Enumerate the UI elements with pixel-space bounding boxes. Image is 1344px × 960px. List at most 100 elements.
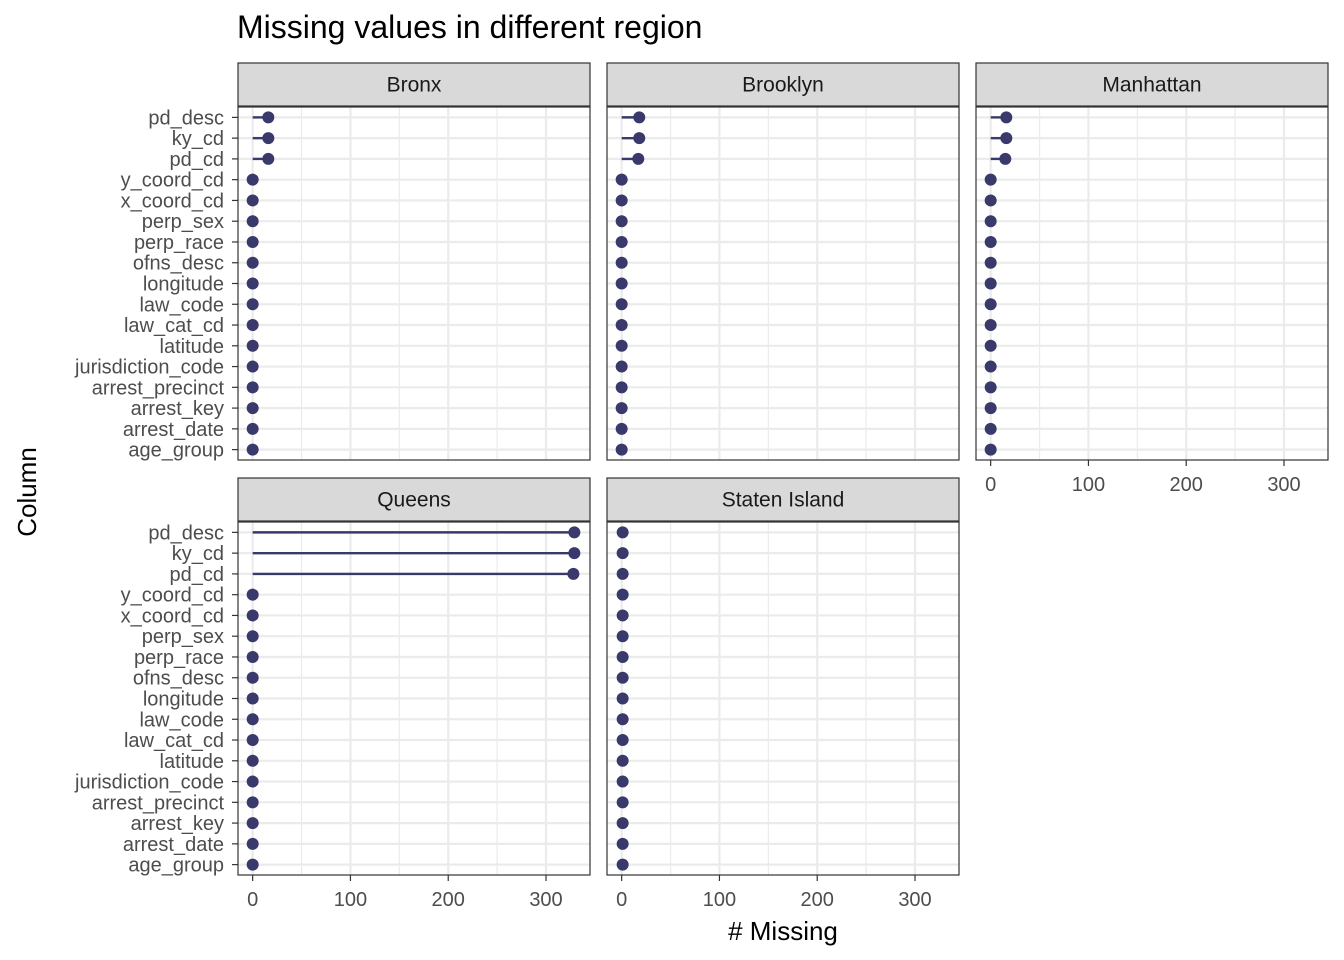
point-bronx-law-code [246, 298, 259, 311]
point-bronx-y-coord-cd [246, 173, 259, 186]
point-manhattan-ofns-desc [984, 256, 997, 269]
point-staten-island-perp-race [616, 650, 629, 663]
point-manhattan-perp-race [984, 235, 997, 248]
point-brooklyn-law-cat-cd [615, 319, 628, 332]
point-staten-island-x-coord-cd [616, 609, 629, 622]
point-staten-island-law-cat-cd [616, 734, 629, 747]
point-bronx-ky-cd [262, 132, 275, 145]
x-tick-label-queens: 100 [334, 889, 367, 911]
x-tick-label-queens: 0 [247, 889, 258, 911]
y-tick-label-longitude: longitude [143, 689, 224, 711]
point-queens-age-group [246, 858, 259, 871]
point-manhattan-law-cat-cd [984, 319, 997, 332]
y-tick-label-ky-cd: ky_cd [172, 543, 224, 565]
point-queens-law-cat-cd [246, 734, 259, 747]
point-manhattan-longitude [984, 277, 997, 290]
point-queens-perp-race [246, 650, 259, 663]
facet-label-queens: Queens [377, 489, 451, 512]
facet-strip-brooklyn [606, 62, 960, 107]
point-staten-island-age-group [616, 858, 629, 871]
point-bronx-ofns-desc [246, 256, 259, 269]
point-queens-longitude [246, 692, 259, 705]
facet-strip-queens [237, 477, 591, 522]
point-bronx-law-cat-cd [246, 319, 259, 332]
point-brooklyn-y-coord-cd [615, 173, 628, 186]
panel-border-brooklyn [606, 106, 960, 461]
y-tick-label-age-group: age_group [128, 855, 224, 877]
y-tick-label-law-code: law_code [139, 709, 224, 731]
y-tick-label-ky-cd: ky_cd [172, 128, 224, 150]
point-queens-pd-cd [567, 567, 580, 580]
point-queens-latitude [246, 754, 259, 767]
point-bronx-longitude [246, 277, 259, 290]
x-tick-label-staten-island: 200 [801, 889, 834, 911]
y-tick-label-latitude: latitude [160, 751, 225, 773]
point-bronx-age-group [246, 443, 259, 456]
y-tick-label-longitude: longitude [143, 274, 224, 296]
point-queens-jurisdiction-code [246, 775, 259, 788]
point-staten-island-law-code [616, 713, 629, 726]
point-staten-island-ky-cd [616, 547, 629, 560]
x-tick-label-manhattan: 100 [1072, 474, 1105, 496]
point-brooklyn-law-code [615, 298, 628, 311]
y-tick-label-pd-desc: pd_desc [148, 522, 224, 544]
y-tick-label-perp-race: perp_race [134, 647, 224, 669]
y-tick-label-pd-cd: pd_cd [170, 149, 225, 171]
facet-strip-bronx [237, 62, 591, 107]
point-queens-y-coord-cd [246, 588, 259, 601]
y-tick-label-age-group: age_group [128, 440, 224, 462]
point-bronx-x-coord-cd [246, 194, 259, 207]
point-queens-ofns-desc [246, 671, 259, 684]
panel-border-manhattan [975, 106, 1329, 461]
point-manhattan-y-coord-cd [984, 173, 997, 186]
point-brooklyn-age-group [615, 443, 628, 456]
point-brooklyn-latitude [615, 339, 628, 352]
point-brooklyn-ky-cd [633, 132, 646, 145]
point-brooklyn-jurisdiction-code [615, 360, 628, 373]
point-staten-island-pd-desc [616, 526, 629, 539]
point-brooklyn-pd-desc [633, 111, 646, 124]
point-brooklyn-arrest-date [615, 422, 628, 435]
point-staten-island-y-coord-cd [616, 588, 629, 601]
panel-border-staten-island [606, 521, 960, 876]
y-tick-label-x-coord-cd: x_coord_cd [121, 190, 224, 212]
y-tick-label-arrest-date: arrest_date [123, 834, 224, 856]
x-tick-label-queens: 300 [529, 889, 562, 911]
point-staten-island-jurisdiction-code [616, 775, 629, 788]
facet-label-brooklyn: Brooklyn [742, 74, 824, 97]
y-tick-label-jurisdiction-code: jurisdiction_code [74, 772, 224, 794]
point-brooklyn-arrest-key [615, 402, 628, 415]
point-queens-pd-desc [568, 526, 581, 539]
point-bronx-latitude [246, 339, 259, 352]
y-tick-label-law-cat-cd: law_cat_cd [124, 315, 224, 337]
x-tick-label-staten-island: 300 [898, 889, 931, 911]
point-manhattan-jurisdiction-code [984, 360, 997, 373]
y-tick-label-jurisdiction-code: jurisdiction_code [74, 357, 224, 379]
y-tick-label-law-cat-cd: law_cat_cd [124, 730, 224, 752]
point-manhattan-age-group [984, 443, 997, 456]
y-tick-label-arrest-date: arrest_date [123, 419, 224, 441]
point-bronx-perp-sex [246, 215, 259, 228]
point-manhattan-latitude [984, 339, 997, 352]
point-brooklyn-arrest-precinct [615, 381, 628, 394]
point-staten-island-ofns-desc [616, 671, 629, 684]
point-staten-island-latitude [616, 754, 629, 767]
point-bronx-arrest-date [246, 422, 259, 435]
y-tick-label-arrest-precinct: arrest_precinct [92, 792, 225, 814]
point-queens-perp-sex [246, 630, 259, 643]
y-tick-label-perp-race: perp_race [134, 232, 224, 254]
point-brooklyn-perp-race [615, 235, 628, 248]
y-tick-label-latitude: latitude [160, 336, 225, 358]
y-tick-label-arrest-precinct: arrest_precinct [92, 377, 225, 399]
y-tick-label-x-coord-cd: x_coord_cd [121, 605, 224, 627]
point-brooklyn-pd-cd [632, 152, 645, 165]
y-tick-label-y-coord-cd: y_coord_cd [121, 170, 224, 192]
point-queens-law-code [246, 713, 259, 726]
point-bronx-perp-race [246, 235, 259, 248]
point-bronx-jurisdiction-code [246, 360, 259, 373]
point-manhattan-arrest-key [984, 402, 997, 415]
y-tick-label-perp-sex: perp_sex [142, 626, 224, 648]
y-tick-label-y-coord-cd: y_coord_cd [121, 585, 224, 607]
y-tick-label-law-code: law_code [139, 294, 224, 316]
